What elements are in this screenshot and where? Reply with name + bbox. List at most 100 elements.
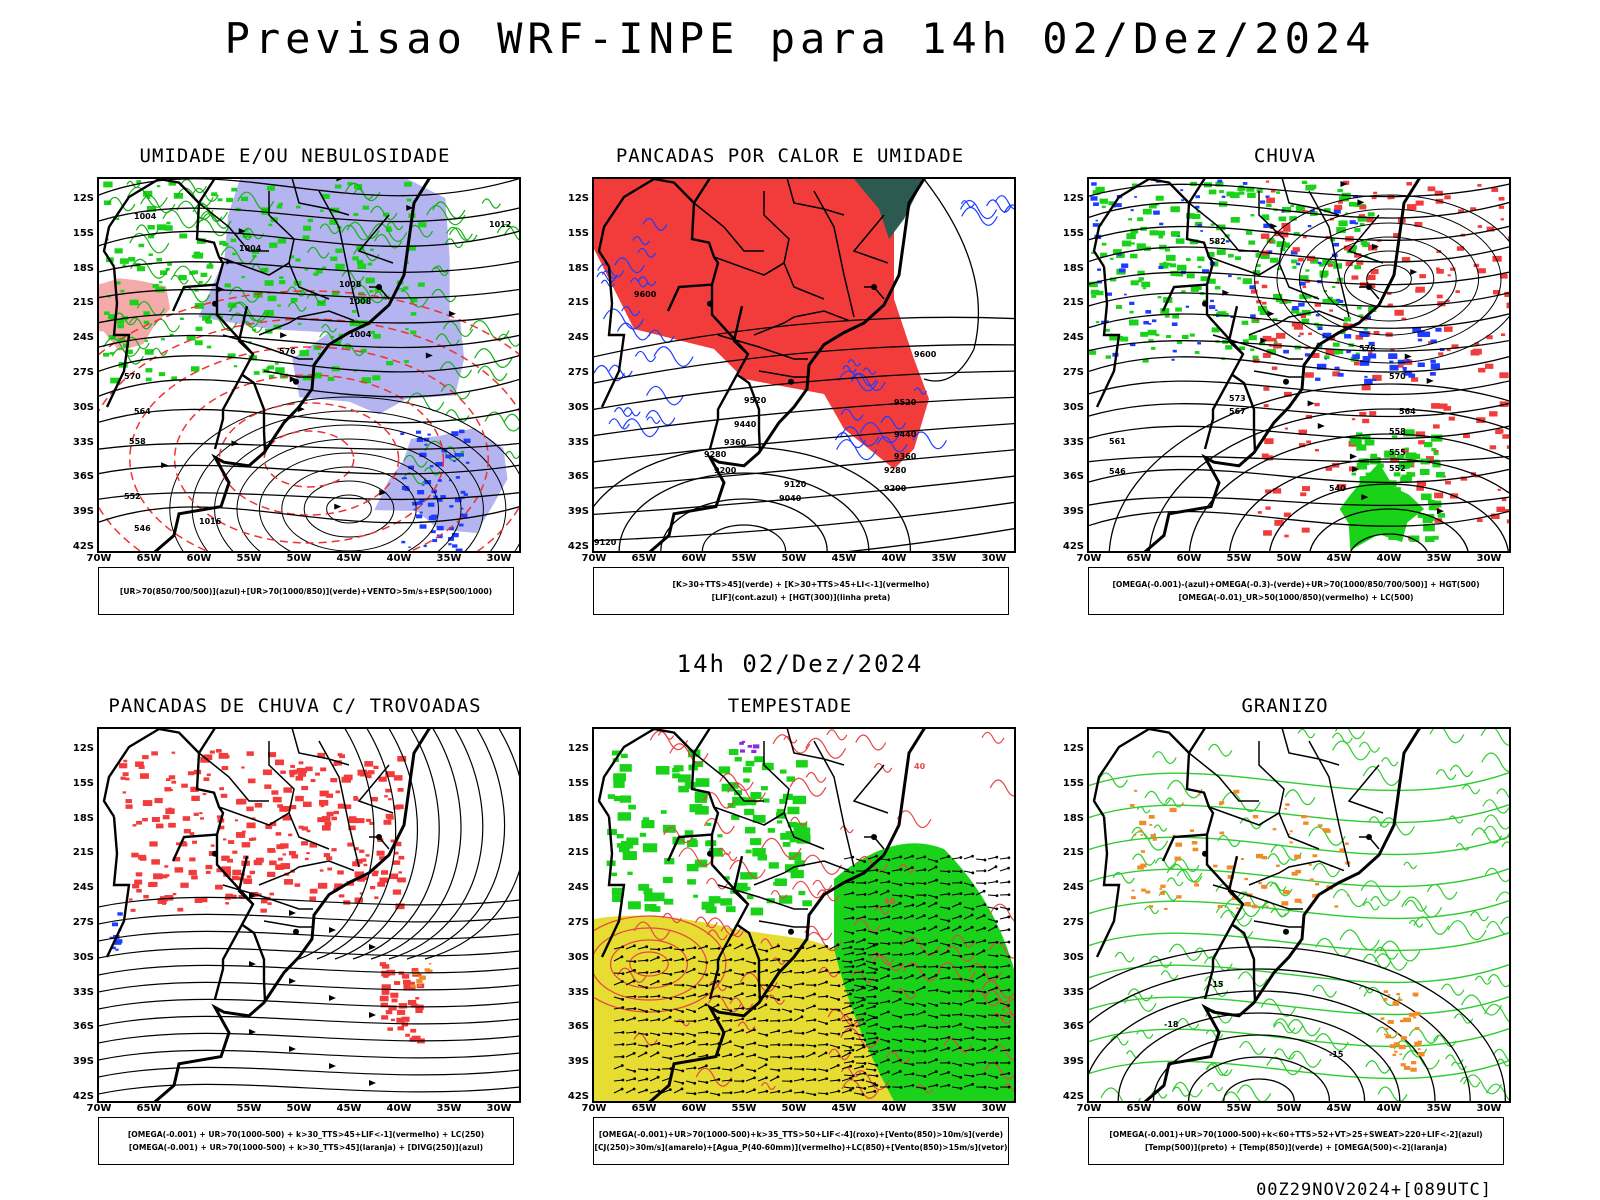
contour-label: 1004 [239,244,262,253]
lat-tick-label: 42S [567,541,589,552]
hgt-contours [594,179,1014,551]
contour-line [303,480,395,538]
state-border [1347,214,1384,264]
lat-tick-label: 33S [72,986,94,998]
lat-tick-label: 42S [567,1091,589,1102]
lat-tick-label: 30S [1062,401,1084,413]
streamline-arrow [1267,310,1275,317]
lon-tick-label: 70W [86,1103,112,1114]
lat-tick-label: 27S [72,917,94,928]
streamline-arrow [425,352,433,359]
country-border [1185,729,1245,1000]
lat-tick-label: 39S [1062,1056,1084,1068]
contour-label: 9280 [884,466,907,475]
lat-tick-label: 36S [567,471,589,483]
run-label: 00Z29NOV2024+[089UTC] [1256,1180,1492,1200]
lon-tick-label: 55W [1226,553,1252,564]
lon-tick-label: 70W [86,553,112,564]
contour-label: 564 [134,407,151,416]
lat-tick-label: 27S [567,367,589,378]
lat-tick-label: 30S [567,951,589,963]
streamline [99,964,519,976]
coastline [1143,179,1421,551]
contour-line [1089,931,1509,952]
lon-tick-label: 50W [781,553,807,564]
lon-tick-label: 50W [286,553,312,564]
country-border [102,729,200,818]
streamline [370,729,462,960]
contour-line [263,430,355,488]
state-border [1188,202,1259,252]
lat-tick-label: 18S [567,812,589,824]
contour-label: -15 [1209,980,1224,989]
lat-tick-label: 39S [567,506,589,518]
lon-tick-label: 55W [731,1103,757,1114]
lat-tick-label: 12S [567,743,589,754]
streamline [99,930,519,942]
lon-tick-label: 45W [1326,553,1352,564]
lake-marker [871,834,877,840]
contours [1254,194,1509,364]
country-border [241,923,267,1002]
contour-line [660,498,828,551]
lat-tick-label: 18S [567,262,589,274]
contour-label: 552 [1389,464,1406,473]
lat-tick-label: 24S [1062,332,1084,344]
contour-line [169,396,519,551]
lon-tick-label: 50W [1276,1103,1302,1114]
lon-tick-label: 40W [1376,1103,1402,1114]
lat-tick-label: 39S [72,1056,94,1068]
contour-label: 558 [129,437,146,446]
streamline-arrow [217,286,225,293]
contour-line [1350,533,1428,551]
temp850-lines [1089,771,1509,1080]
contour-line [1223,1078,1295,1101]
contour-line [1148,408,1509,551]
streamline-arrow [289,1046,296,1052]
streamline-arrow [249,961,256,967]
humidity-field [292,300,465,415]
contours [594,446,911,551]
legend-line: [LIF](cont.azul) + [HGT(300)](linha pret… [711,593,891,602]
streamline [99,207,519,223]
contour-line [191,410,507,551]
contour-line [594,316,1014,358]
lake-marker [871,284,877,290]
state-border [786,179,845,216]
country-border [690,179,750,450]
lon-tick-label: 65W [631,553,657,564]
state-border [753,310,850,336]
country-border [1102,266,1117,337]
panel-tempestade: TEMPESTADE 40 40 [OMEGA(-0.001)+UR>70(100… [555,695,1025,1165]
lon-tick-label: 35W [436,1103,462,1114]
lon-tick-label: 60W [186,553,212,564]
state-border [263,920,313,928]
streamline-arrow [369,1080,376,1086]
country-border [171,833,218,862]
contour-label: 1016 [199,517,222,526]
lake-marker [707,850,713,857]
map-canvas [99,729,519,1101]
streamline-arrow [249,893,256,899]
streamline-arrow [329,995,336,1001]
panel-chuva: CHUVA 582 576 573 570 567 564 561 558 555 552 546 5… [1050,145,1520,615]
contour-label: 570 [124,372,141,381]
lat-tick-label: 21S [1062,297,1084,309]
contour-line [1108,383,1509,551]
omega-orange [1380,990,1425,1072]
map-borders [597,729,926,1101]
lon-tick-label: 70W [1076,1103,1102,1114]
lat-tick-label: 12S [72,193,94,204]
streamline [1089,510,1509,527]
storm-purple [739,740,760,754]
contour-label: 9440 [894,430,917,439]
streamline-arrow [1307,400,1315,407]
map-granizo: -15 -18 -15 [1087,727,1511,1103]
lon-tick-label: 35W [1426,553,1452,564]
country-border [732,305,749,356]
contour-line [1269,483,1509,551]
lake-marker [788,928,794,935]
lon-tick-label: 35W [931,1103,957,1114]
state-border [218,256,330,300]
panel-legend: [OMEGA(-0.001)+UR>70(1000-500)+k<60+TTS>… [1088,1117,1504,1165]
